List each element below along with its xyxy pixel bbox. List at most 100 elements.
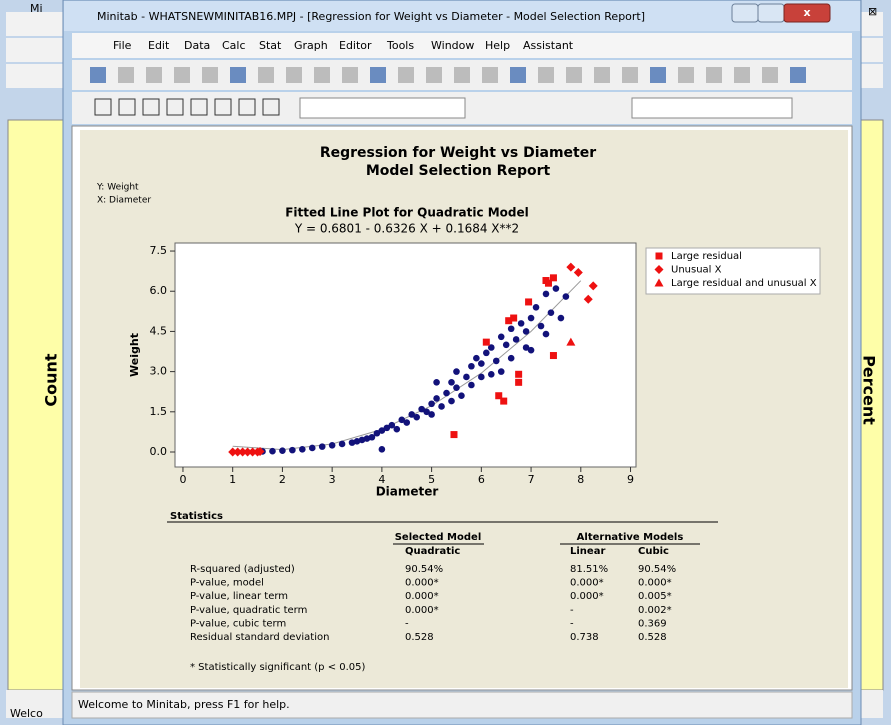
point	[557, 314, 565, 322]
point	[248, 447, 258, 457]
point	[525, 298, 533, 306]
point	[338, 440, 346, 448]
table-cell: 0.369	[638, 618, 667, 629]
toolbar-icon[interactable]	[398, 67, 414, 83]
y-axis-label: Weight	[128, 333, 141, 377]
toolbar-icon[interactable]	[538, 67, 554, 83]
point	[483, 349, 490, 357]
toolbar-icon[interactable]	[678, 67, 694, 83]
toolbar-icon[interactable]	[146, 67, 162, 83]
toolbar-icon[interactable]	[566, 67, 582, 83]
point	[233, 447, 243, 457]
toolbar-icon[interactable]	[90, 67, 106, 83]
menu-item[interactable]: Editor	[339, 39, 372, 52]
point	[453, 384, 460, 391]
toolbar-icon[interactable]	[118, 67, 134, 83]
x-tick-label: 5	[428, 473, 435, 486]
table-cell: -	[570, 618, 574, 629]
point	[358, 436, 366, 444]
menu-item[interactable]: Calc	[222, 39, 246, 52]
point	[448, 397, 455, 405]
toolbar-icon[interactable]	[258, 67, 274, 83]
point	[522, 328, 530, 335]
menu-item[interactable]: Edit	[148, 39, 170, 52]
x-tick-label: 6	[478, 473, 485, 486]
menu-item[interactable]: Tools	[386, 39, 414, 52]
toolbar-icon[interactable]	[342, 67, 358, 83]
toolbar-icon[interactable]	[142, 98, 160, 116]
toolbar-icon[interactable]	[482, 67, 498, 83]
toolbar-icon[interactable]	[622, 67, 638, 83]
x-tick-label: 1	[229, 473, 236, 486]
menu-item[interactable]: Assistant	[523, 39, 574, 52]
table-cell: Residual standard deviation	[190, 632, 329, 643]
menu-item[interactable]: Help	[485, 39, 510, 52]
toolbar-icon[interactable]	[370, 67, 386, 83]
toolbar-icon[interactable]	[238, 98, 256, 116]
back-status-text: Welco	[10, 707, 43, 720]
y-tick-label: 7.5	[150, 244, 168, 257]
toolbar-icon[interactable]	[706, 67, 722, 83]
point	[255, 446, 265, 456]
point	[308, 444, 316, 452]
toolbar-icon[interactable]	[166, 98, 184, 116]
y-tick-label: 0.0	[150, 445, 168, 458]
dropdown[interactable]	[299, 97, 466, 119]
menu-item[interactable]: Graph	[294, 39, 328, 52]
point	[450, 431, 458, 439]
table-cell: 81.51%	[570, 564, 608, 575]
maximize-button[interactable]	[757, 3, 785, 23]
toolbar-icon[interactable]	[426, 67, 442, 83]
menu-item[interactable]: Data	[184, 39, 210, 52]
table-cell: 0.528	[638, 632, 667, 643]
toolbar-icon[interactable]	[510, 67, 526, 83]
x-tick-label: 0	[179, 473, 186, 486]
toolbar-icon[interactable]	[734, 67, 750, 83]
toolbar-icon[interactable]	[118, 98, 136, 116]
menu-item[interactable]: Window	[431, 39, 474, 52]
table-cell: 0.000*	[570, 591, 604, 602]
point	[497, 333, 505, 341]
table-cell: -	[570, 605, 574, 616]
toolbar-icon[interactable]	[594, 67, 610, 83]
table-cell: P-value, linear term	[190, 591, 288, 602]
menu-item[interactable]: File	[113, 39, 132, 52]
table-cell: 0.000*	[405, 605, 439, 616]
close-button[interactable]	[783, 3, 831, 23]
toolbar-icon[interactable]	[174, 67, 190, 83]
table-cell: 0.000*	[405, 591, 439, 602]
toolbar-icon[interactable]	[214, 98, 232, 116]
point	[228, 447, 238, 457]
toolbar-icon[interactable]	[202, 67, 218, 83]
toolbar-icon[interactable]	[262, 98, 280, 116]
point	[487, 370, 495, 378]
menu-item[interactable]: Stat	[259, 39, 282, 52]
point	[566, 262, 576, 272]
toolbar-icon[interactable]	[762, 67, 778, 83]
toolbar-icon[interactable]	[790, 67, 806, 83]
legend	[645, 247, 821, 295]
minimize-button[interactable]	[731, 3, 759, 23]
toolbar-icon[interactable]	[94, 98, 112, 116]
point	[510, 314, 518, 322]
toolbar-icon[interactable]	[230, 67, 246, 83]
legend-label: Unusual X	[671, 265, 722, 276]
point	[328, 441, 336, 449]
window-title: Minitab - WHATSNEWMINITAB16.MPJ - [Regre…	[97, 10, 645, 23]
point	[583, 294, 593, 304]
point	[289, 446, 296, 454]
dropdown[interactable]	[631, 97, 793, 119]
table-cell: P-value, quadratic term	[190, 605, 307, 616]
toolbar-icon[interactable]	[314, 67, 330, 83]
point	[378, 446, 386, 453]
toolbar-icon[interactable]	[454, 67, 470, 83]
stats-title: Statistics	[170, 511, 223, 522]
point	[408, 411, 416, 418]
toolbar-icon[interactable]	[190, 98, 208, 116]
menu-bar	[72, 33, 852, 58]
back-close[interactable]: ⊠	[868, 5, 877, 18]
toolbar-icon[interactable]	[286, 67, 302, 83]
toolbar-icon[interactable]	[650, 67, 666, 83]
point	[517, 320, 525, 327]
